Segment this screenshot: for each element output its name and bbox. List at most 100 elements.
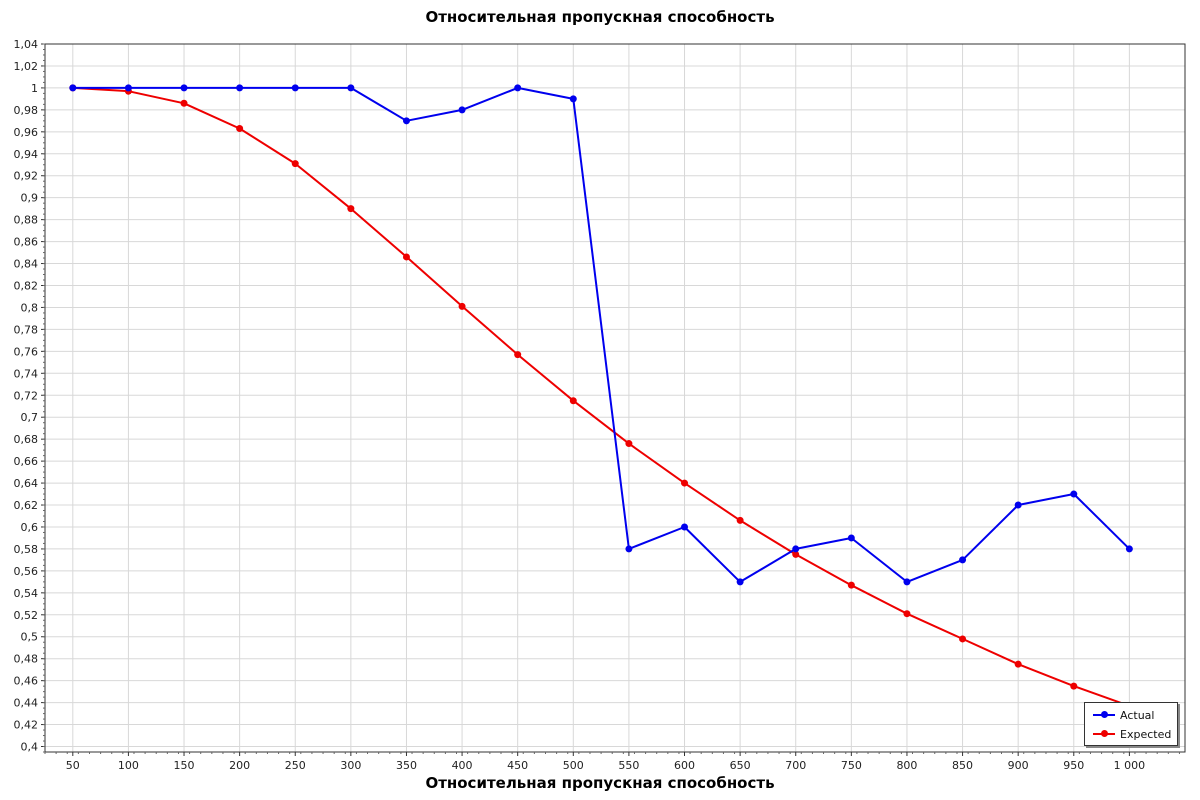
legend-swatch-expected <box>1093 726 1115 742</box>
data-point-expected <box>959 635 967 643</box>
y-tick-label: 0,72 <box>14 389 39 402</box>
legend-item-actual: Actual <box>1093 707 1154 723</box>
data-point-actual <box>124 84 132 92</box>
y-tick-label: 0,44 <box>14 697 39 710</box>
grid <box>45 43 1185 752</box>
y-tick-label: 0,42 <box>14 719 39 732</box>
x-tick-label: 450 <box>507 759 528 772</box>
y-tick-label: 0,94 <box>14 148 39 161</box>
y-tick-label: 0,56 <box>14 565 39 578</box>
y-tick-label: 0,82 <box>14 279 39 292</box>
x-tick-label: 750 <box>841 759 862 772</box>
y-tick-label: 0,76 <box>14 345 39 358</box>
data-point-expected <box>625 440 633 448</box>
data-point-actual <box>1014 501 1022 509</box>
data-point-actual <box>1125 545 1133 553</box>
y-tick-label: 0,74 <box>14 367 39 380</box>
x-tick-label: 100 <box>118 759 139 772</box>
y-tick-label: 0,6 <box>21 521 39 534</box>
x-tick-label: 850 <box>952 759 973 772</box>
data-point-expected <box>569 397 577 405</box>
y-tick-label: 0,78 <box>14 323 39 336</box>
data-point-expected <box>236 125 244 133</box>
x-tick-label: 200 <box>229 759 250 772</box>
y-tick-label: 0,68 <box>14 433 39 446</box>
legend-label-actual: Actual <box>1120 708 1155 722</box>
x-tick-label: 950 <box>1063 759 1084 772</box>
x-tick-label: 50 <box>66 759 80 772</box>
data-point-expected <box>291 160 299 168</box>
y-tick-label: 1,02 <box>14 60 39 73</box>
y-tick-label: 0,84 <box>14 258 39 271</box>
data-point-actual <box>1070 490 1078 498</box>
data-point-actual <box>291 84 299 92</box>
data-point-expected <box>347 205 355 213</box>
data-point-expected <box>792 550 800 558</box>
x-tick-label: 400 <box>452 759 473 772</box>
y-tick-label: 0,4 <box>21 741 39 754</box>
data-point-actual <box>625 545 633 553</box>
y-tick-label: 0,88 <box>14 214 39 227</box>
data-point-actual <box>347 84 355 92</box>
x-tick-label: 250 <box>285 759 306 772</box>
legend: Actual Expected <box>1084 702 1178 746</box>
data-point-actual <box>792 545 800 553</box>
x-tick-label: 150 <box>174 759 195 772</box>
y-tick-label: 0,58 <box>14 543 39 556</box>
plot-frame <box>44 43 1186 753</box>
x-tick-label: 650 <box>730 759 751 772</box>
y-tick-label: 0,86 <box>14 236 39 249</box>
x-tick-label: 1 000 <box>1114 759 1146 772</box>
x-tick-label: 700 <box>785 759 806 772</box>
data-point-expected <box>1070 682 1078 690</box>
y-tick-label: 0,98 <box>14 104 39 117</box>
data-point-actual <box>847 534 855 542</box>
data-point-actual <box>903 578 911 586</box>
y-tick-label: 0,5 <box>21 631 39 644</box>
y-tick-label: 0,54 <box>14 587 39 600</box>
legend-label-expected: Expected <box>1120 727 1172 741</box>
data-point-actual <box>681 523 689 531</box>
x-tick-label: 900 <box>1008 759 1029 772</box>
data-point-expected <box>402 253 410 261</box>
data-point-expected <box>903 610 911 618</box>
axes: 0,4 0,42 0,44 0,46 0,48 0,5 0,52 0,54 0,56 0,58 0,… <box>14 38 1180 772</box>
data-point-actual <box>236 84 244 92</box>
series <box>69 84 1133 710</box>
data-point-expected <box>681 479 689 487</box>
data-point-actual <box>514 84 522 92</box>
legend-item-expected: Expected <box>1093 726 1171 742</box>
x-tick-label: 350 <box>396 759 417 772</box>
y-tick-label: 0,9 <box>21 192 39 205</box>
chart-title: Относительная пропускная способность <box>425 8 775 26</box>
x-axis-title: Относительная пропускная способность <box>425 774 775 792</box>
y-tick-label: 0,48 <box>14 653 39 666</box>
data-point-expected <box>180 99 188 107</box>
data-point-actual <box>69 84 77 92</box>
x-tick-label: 500 <box>563 759 584 772</box>
series-line-expected <box>72 86 1130 707</box>
y-tick-label: 0,46 <box>14 675 39 688</box>
x-tick-label: 600 <box>674 759 695 772</box>
y-tick-label: 0,64 <box>14 477 39 490</box>
y-tick-label: 0,66 <box>14 455 39 468</box>
y-tick-label: 0,52 <box>14 609 39 622</box>
data-point-actual <box>402 117 410 125</box>
y-tick-label: 1,04 <box>14 38 39 51</box>
data-point-actual <box>736 578 744 586</box>
data-point-expected <box>458 302 466 310</box>
data-point-actual <box>959 556 967 564</box>
data-point-actual <box>180 84 188 92</box>
data-point-actual <box>458 106 466 114</box>
y-tick-label: 0,92 <box>14 170 39 183</box>
data-point-actual <box>569 95 577 103</box>
y-tick-label: 0,7 <box>21 411 39 424</box>
y-tick-label: 1 <box>31 82 38 95</box>
y-tick-label: 0,62 <box>14 499 39 512</box>
data-point-expected <box>1014 660 1022 668</box>
x-tick-label: 800 <box>896 759 917 772</box>
x-tick-label: 300 <box>340 759 361 772</box>
x-tick-label: 550 <box>618 759 639 772</box>
